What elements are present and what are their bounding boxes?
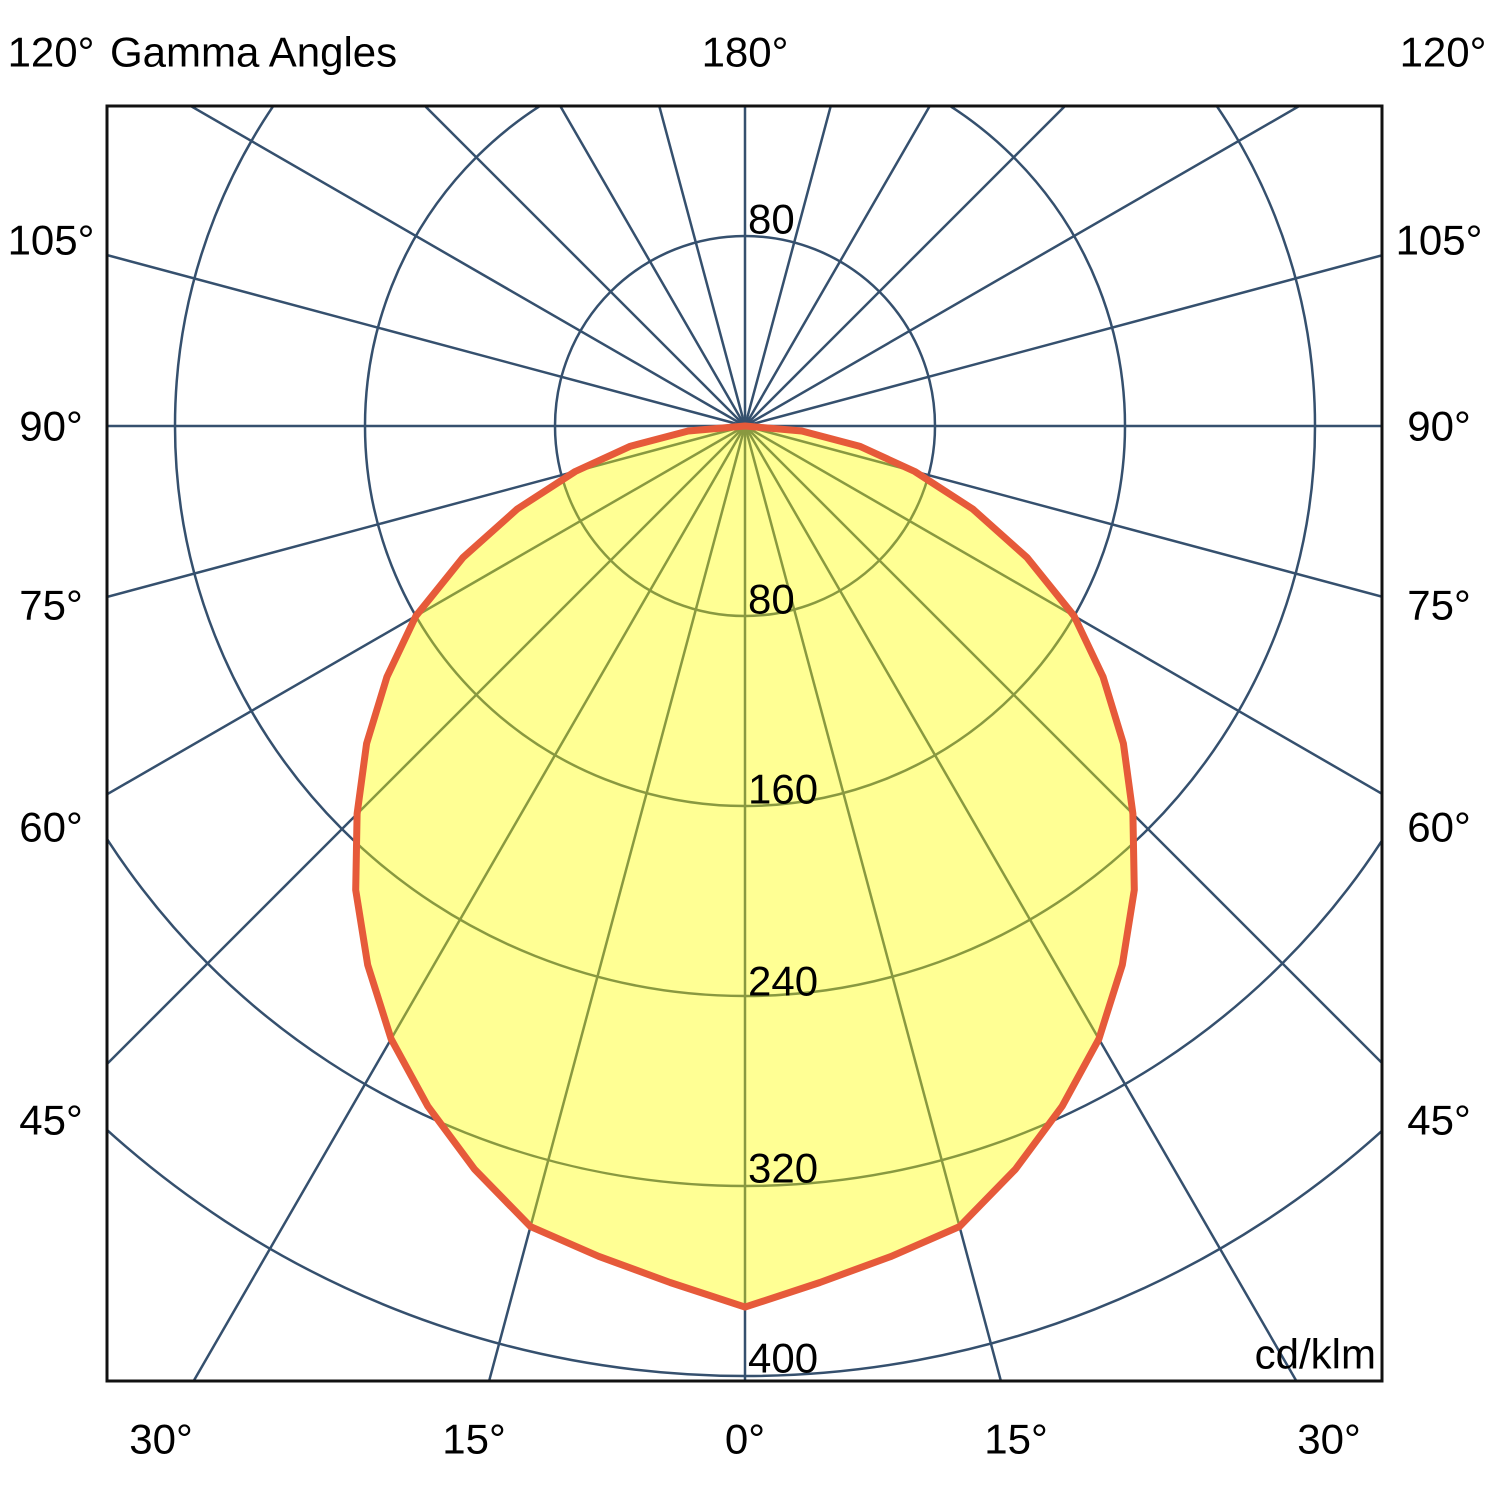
radial-tick-240: 240 (748, 958, 818, 1005)
gamma-label-left-45: 45° (19, 1097, 83, 1144)
gamma-grid-line (743, 106, 932, 427)
intensity-circle-160 (363, 106, 1127, 808)
gamma-label-left-105: 105° (8, 217, 95, 264)
gamma-grid-line (558, 106, 747, 427)
gamma-grid-line (107, 425, 746, 1066)
chart-title: Gamma Angles (110, 29, 397, 76)
intensity-circle-320 (107, 836, 1382, 1188)
gamma-label-corner-right-120: 120° (1400, 29, 1487, 76)
gamma-label-right-45: 45° (1407, 1097, 1471, 1144)
gamma-grid-line (657, 106, 747, 427)
gamma-grid-line (107, 424, 746, 599)
distribution-curve (352, 422, 1138, 1311)
gamma-label-left-60: 60° (19, 804, 83, 851)
gamma-grid-line (744, 424, 1382, 598)
gamma-label-left-90: 90° (19, 403, 83, 450)
gamma-label-left-75: 75° (19, 582, 83, 629)
gamma-label-bottom-30r: 30° (1297, 1416, 1361, 1463)
units-label: cd/klm (1255, 1331, 1376, 1378)
gamma-label-right-75: 75° (1407, 582, 1471, 629)
gamma-label-bottom-15r: 15° (984, 1416, 1048, 1463)
radial-tick-80: 80 (748, 576, 795, 623)
intensity-circle-400 (107, 1127, 1382, 1377)
radial-tick-160: 160 (748, 766, 818, 813)
chart-frame (105, 104, 1384, 1383)
gamma-grid-line (744, 106, 1302, 428)
gamma-grid-line (743, 106, 833, 427)
gamma-grid-line (107, 253, 746, 428)
radial-tick-80-top: 80 (748, 196, 795, 243)
gamma-label-right-90: 90° (1407, 403, 1471, 450)
gamma-label-corner-left-120: 120° (8, 29, 95, 76)
gamma-label-bottom-15l: 15° (442, 1416, 506, 1463)
gamma-label-right-60: 60° (1407, 804, 1471, 851)
radial-tick-400: 400 (748, 1335, 818, 1382)
gamma-grid-line (107, 424, 746, 796)
gamma-grid-line (744, 425, 1382, 1065)
gamma-grid-line (423, 106, 746, 427)
gamma-grid-line (744, 106, 1067, 427)
gamma-label-top-180: 180° (702, 29, 789, 76)
distribution-fill (355, 426, 1135, 1308)
radial-tick-320: 320 (748, 1145, 818, 1192)
distribution-layer (352, 422, 1138, 1311)
gamma-label-bottom-30l: 30° (129, 1416, 193, 1463)
gamma-label-right-105: 105° (1396, 217, 1483, 264)
intensity-circle-80 (553, 234, 937, 618)
gamma-label-bottom-0: 0° (725, 1416, 765, 1463)
gamma-grid-line (744, 254, 1382, 428)
gamma-grid-line (188, 106, 746, 428)
intensity-circle-240 (173, 106, 1317, 998)
gamma-grid-line (744, 424, 1382, 796)
